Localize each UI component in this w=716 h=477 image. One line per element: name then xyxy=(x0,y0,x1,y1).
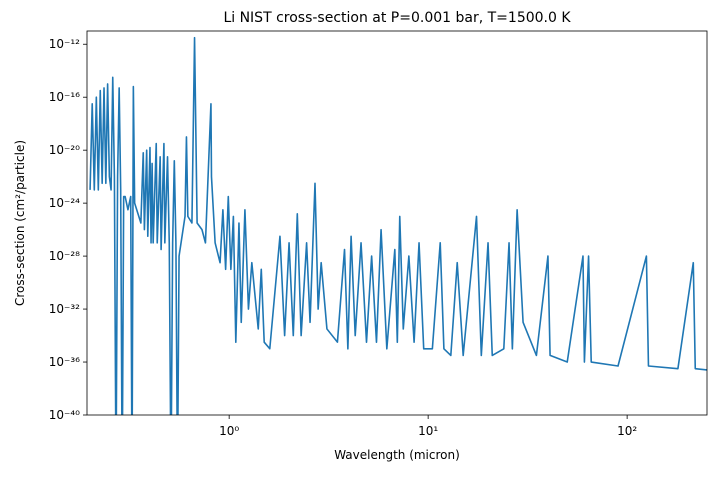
y-tick-label: 10⁻³² xyxy=(49,302,80,316)
y-tick-label: 10⁻¹⁶ xyxy=(49,90,80,104)
y-tick-label: 10⁻³⁶ xyxy=(49,355,80,369)
y-tick-label: 10⁻²⁰ xyxy=(49,143,80,157)
x-tick-label: 10² xyxy=(617,424,637,438)
x-tick-label: 10¹ xyxy=(418,424,438,438)
data-line xyxy=(89,36,707,415)
y-tick-label: 10⁻²⁴ xyxy=(49,196,80,210)
plot-frame xyxy=(86,30,708,416)
y-tick-label: 10⁻²⁸ xyxy=(49,249,80,263)
x-axis-label: Wavelength (micron) xyxy=(334,448,460,462)
chart-title: Li NIST cross-section at P=0.001 bar, T=… xyxy=(223,10,571,26)
y-axis-label: Cross-section (cm²/particle) xyxy=(13,140,27,306)
y-tick-label: 10⁻⁴⁰ xyxy=(49,408,80,422)
x-tick-label: 10⁰ xyxy=(219,424,239,438)
y-tick-label: 10⁻¹² xyxy=(49,37,80,51)
